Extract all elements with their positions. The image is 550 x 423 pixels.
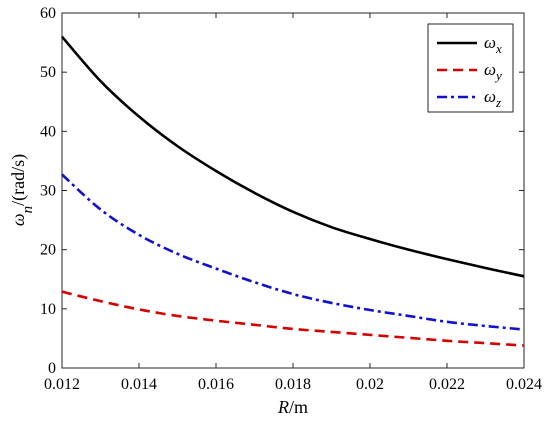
legend-symbol: ω	[484, 60, 496, 79]
series-lines	[61, 35, 525, 347]
series-line-z	[61, 173, 525, 331]
legend-symbol: ω	[484, 87, 496, 106]
y-tick-label: 30	[40, 183, 56, 200]
x-axis-title: R/m	[277, 397, 308, 417]
legend-subscript: y	[494, 68, 502, 83]
x-tick-label: 0.014	[121, 376, 157, 393]
x-tick-label: 0.022	[429, 376, 465, 393]
legend-label-x: ωx	[484, 33, 502, 56]
x-tick-label: 0.02	[356, 376, 384, 393]
x-tick-label: 0.016	[198, 376, 234, 393]
y-tick-label: 0	[48, 360, 56, 377]
y-tick-label: 10	[40, 301, 56, 318]
y-axis-title: ωn/(rad/s)	[8, 154, 36, 226]
legend-label-y: ωy	[484, 60, 502, 83]
y-tick-label: 50	[40, 64, 56, 81]
axis-ticks: 0.012 0.014 0.016 0.018 0.02 0.022 0.024 0 10 20 3…	[40, 5, 542, 393]
legend-subscript: x	[495, 41, 502, 56]
legend-label-z: ωz	[484, 87, 501, 110]
x-tick-label: 0.024	[506, 376, 542, 393]
series-line-x	[61, 35, 525, 278]
y-tick-label: 40	[40, 123, 56, 140]
legend-symbol: ω	[484, 33, 496, 52]
y-tick-label: 20	[40, 242, 56, 259]
y-tick-label: 60	[40, 5, 56, 22]
x-tick-label: 0.018	[275, 376, 311, 393]
series-line-y	[61, 290, 525, 347]
x-tick-label: 0.012	[44, 376, 80, 393]
legend-subscript: z	[495, 95, 501, 110]
